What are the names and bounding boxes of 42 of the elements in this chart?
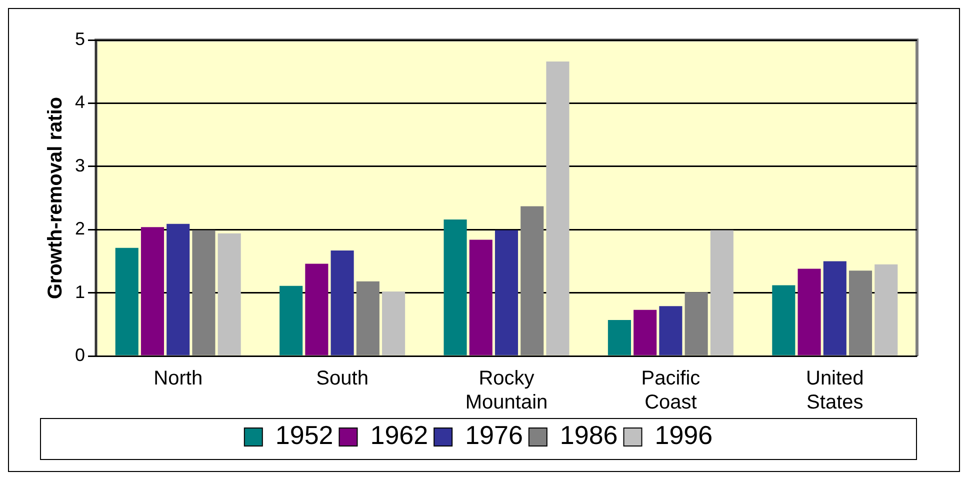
- bar: [356, 281, 380, 356]
- bar: [330, 250, 354, 356]
- bar: [848, 270, 872, 356]
- legend-label: 1976: [465, 420, 523, 450]
- bar: [140, 227, 164, 356]
- bar: [444, 219, 467, 356]
- x-tick-label: Pacific Coast: [641, 368, 700, 414]
- bar: [684, 292, 708, 356]
- x-tick-label: South: [316, 368, 368, 390]
- legend-label: 1996: [654, 420, 713, 450]
- bar: [798, 268, 821, 356]
- bar: [546, 61, 570, 356]
- bar: [520, 206, 544, 356]
- bar: [823, 261, 846, 356]
- y-tick-label: 1: [74, 282, 86, 302]
- bar: [192, 230, 216, 356]
- bar: [494, 230, 518, 356]
- y-tick-label: 4: [74, 92, 86, 112]
- bar: [115, 248, 138, 356]
- bar: [218, 233, 241, 356]
- bar: [166, 224, 190, 356]
- bar: [305, 264, 328, 356]
- bar: [280, 286, 303, 356]
- x-tick-label: North: [154, 368, 203, 390]
- x-tick-label: United States: [806, 368, 864, 414]
- legend-label: 1952: [275, 420, 334, 450]
- bar: [634, 310, 657, 356]
- y-tick-label: 5: [74, 28, 86, 49]
- legend-label: 1962: [370, 420, 428, 450]
- y-tick-label: 0: [74, 344, 86, 365]
- bar: [710, 230, 734, 356]
- y-tick-label: 3: [74, 155, 86, 176]
- y-tick-label: 2: [74, 218, 86, 239]
- x-tick-label: Rocky Mountain: [465, 368, 548, 414]
- legend-label: 1986: [560, 420, 618, 450]
- bar: [382, 292, 406, 356]
- bar: [772, 285, 796, 356]
- bar: [469, 240, 492, 356]
- y-axis-title: Growth-removal ratio: [44, 96, 67, 300]
- bar: [874, 264, 898, 356]
- bar: [659, 306, 682, 356]
- bar: [608, 320, 631, 356]
